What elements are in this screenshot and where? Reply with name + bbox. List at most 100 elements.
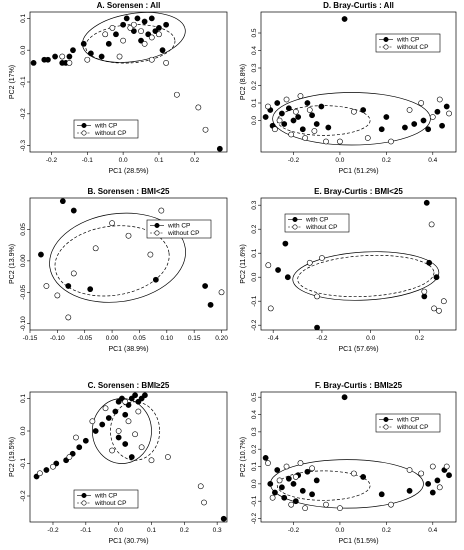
plot-frame [29,197,228,331]
without-cp-point [406,107,413,113]
x-axis-label: PC1 (38.9%) [108,346,148,353]
without-cp-point [147,251,154,258]
panel-title: E. Bray-Curtis : BMI<25 [314,187,403,196]
y-axis-label: PC2 (11.6%) [240,244,247,284]
y-tick-label: 0.5 [251,392,258,401]
with-cp-point [423,199,430,206]
with-cp-point [52,53,58,60]
without-cp-point [276,117,283,124]
panel-5: C. Sorensen : BMI≥25 -0.2 -0.1 0.0 0.1 0.2 0.3… [9,381,228,545]
without-cp-point [272,126,278,133]
without-cp-point [127,25,134,31]
with-cp-point [314,324,320,330]
without-cp-point [364,135,371,141]
y-tick-label: -0.2 [251,319,258,331]
y-tick-label: 0.4 [251,46,258,55]
x-axis-label: PC1 (28.5%) [108,168,148,175]
without-cp-point [283,96,290,103]
x-tick-label: 0.0 [114,527,123,534]
without-cp-point [292,474,299,480]
with-cp-point [281,121,288,127]
with-cp-point [87,50,94,57]
legend-entry: with CP [396,417,419,424]
y-tick-label: -0.2 [20,108,27,120]
without-cp-point [350,108,357,115]
y-tick-label: -0.10 [20,316,27,331]
with-cp-point [309,491,315,498]
panel-title: B. Sorensen : BMI<25 [87,187,170,196]
legend-entry: without CP [94,500,126,507]
with-cp-point [80,40,87,47]
plot-area [30,12,223,152]
plot-frame [29,391,228,523]
without-cp-point [418,470,425,477]
with-cp-point [130,28,137,34]
with-cp-point [439,122,445,129]
y-axis-label: PC2 (10.7%) [240,437,247,477]
with-cp-point [132,392,138,399]
without-cp-point [446,110,452,117]
plot-area [262,394,452,512]
x-tick-label: 0.1 [154,157,163,164]
y-tick-label: 0.5 [251,28,258,37]
y-tick-label: 0.1 [20,13,27,22]
legend-without-cp-marker [292,224,298,230]
x-tick-label: 0.2 [190,157,199,164]
without-cp-point [201,499,207,506]
without-cp-point [148,457,155,464]
with-cp-point [156,25,162,31]
with-cp-point [282,240,289,247]
x-tick-label: 0.0 [366,335,375,342]
without-cp-point [158,207,165,214]
without-cp-point [283,463,290,470]
with-cp-ellipse [92,398,152,464]
y-tick-label: -0.1 [20,458,27,470]
without-cp-point [138,28,144,34]
without-cp-point [306,259,313,266]
panel-1: A. Sorensen : All -0.2 -0.1 0.0 0.1 0.2 -0.3 -0… [9,1,228,175]
with-cp-point [360,107,367,113]
with-cp-point [38,251,44,258]
without-cp-point [421,288,428,295]
y-tick-label: 0.05 [20,223,27,236]
without-cp-point [148,56,155,63]
with-cp-point [360,474,367,480]
legend-box [73,489,139,509]
with-cp-point [295,114,302,120]
y-axis-label: PC2 (13.9%) [9,244,16,284]
legend-with-cp-marker [292,217,298,223]
legend-box [375,413,441,433]
without-cp-point [429,114,436,120]
with-cp-point [290,480,297,487]
plot-area [265,199,447,330]
with-cp-point [272,489,278,496]
y-tick-label: -0.2 [20,490,27,502]
y-tick-label: 0.3 [251,200,258,209]
with-cp-point [128,454,135,460]
with-cp-point [313,121,320,127]
without-cp-point [428,221,435,228]
x-tick-label: -0.05 [77,335,92,342]
with-cp-point [115,434,122,441]
x-tick-label: -0.2 [47,527,59,534]
y-tick-label: 0.0 [251,479,258,488]
with-cp-point [122,441,129,447]
with-cp-point [425,480,432,487]
without-cp-point [388,501,394,508]
with-cp-ellipse [82,12,186,63]
with-cp-point [220,515,227,522]
panel-title: D. Bray-Curtis : All [323,1,394,10]
with-cp-point [299,126,306,133]
without-cp-point [337,138,343,145]
with-cp-point [98,53,105,60]
x-axis-label: PC1 (51.5%) [338,538,378,545]
y-axis-label: PC2 (8.8%) [240,64,247,100]
with-cp-point [290,117,297,124]
with-cp-point [284,274,291,281]
without-cp-ellipse [110,401,161,461]
legend-without-cp-marker [81,130,87,136]
